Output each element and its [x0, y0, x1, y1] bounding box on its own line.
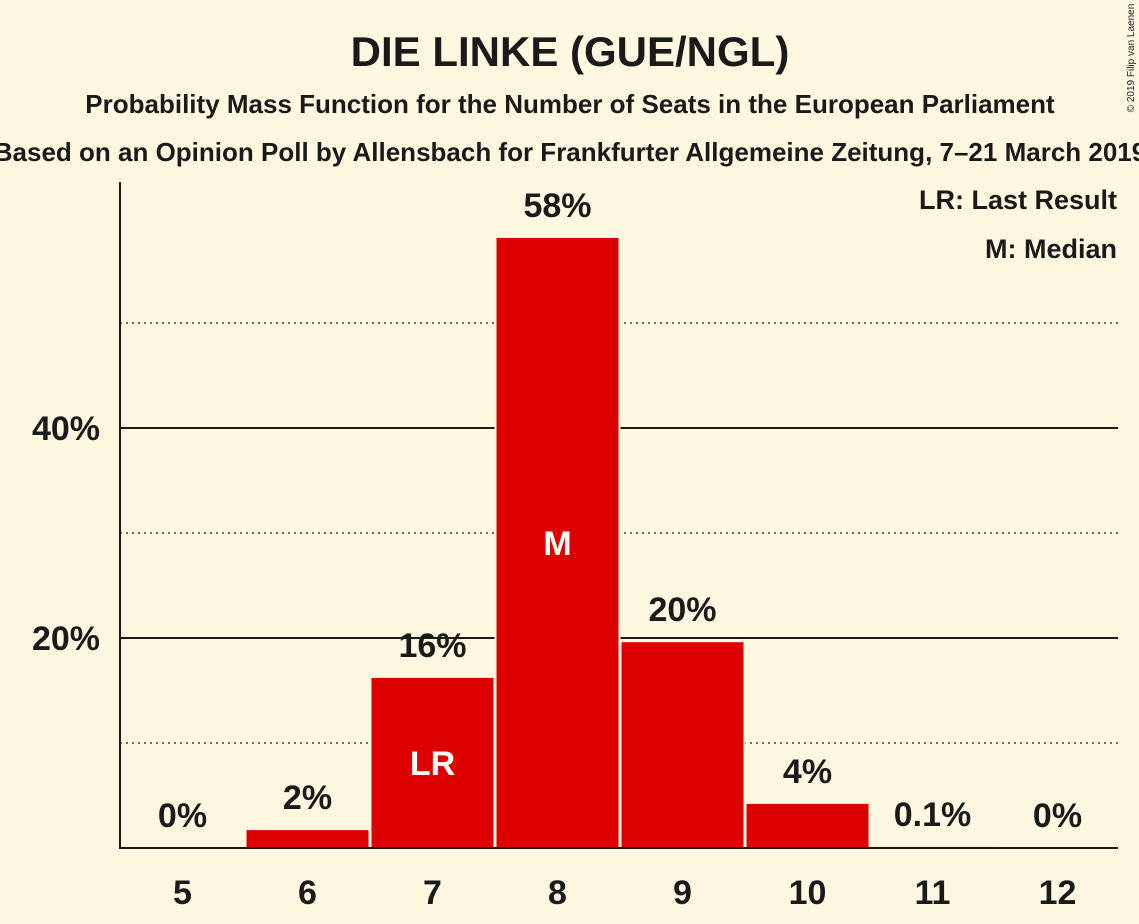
- bar-seats-9: [621, 642, 744, 848]
- value-label: 16%: [398, 627, 466, 665]
- axes: [119, 182, 1118, 849]
- x-tick-label: 8: [548, 874, 567, 912]
- y-tick-label: 20%: [32, 620, 100, 658]
- value-label: 2%: [283, 779, 332, 817]
- x-tick-label: 5: [173, 874, 192, 912]
- legend-median: M: Median: [985, 234, 1117, 264]
- x-tick-label: 10: [789, 874, 827, 912]
- x-tick-label: 12: [1039, 874, 1077, 912]
- x-tick-label: 7: [423, 874, 442, 912]
- bar-seats-6: [246, 830, 369, 848]
- x-tick-label: 9: [673, 874, 692, 912]
- bars: [244, 235, 996, 848]
- value-label: 20%: [648, 591, 716, 629]
- legend-last-result: LR: Last Result: [919, 185, 1117, 215]
- bar-marker-label: LR: [410, 745, 455, 783]
- value-label: 0%: [158, 797, 207, 835]
- chart-source-subtitle: Based on an Opinion Poll by Allensbach f…: [0, 137, 1139, 167]
- labels: 20% 40% 0% 5 2% 6 16% LR 7 58% M 8 20% 9 4% 10 0.1% 11 0% 1…: [32, 187, 1082, 912]
- x-tick-label: 11: [915, 874, 951, 912]
- copyright-notice: © 2019 Filip van Laenen: [1126, 4, 1137, 113]
- chart-subtitle: Probability Mass Function for the Number…: [85, 89, 1055, 119]
- bar-halo: [869, 844, 996, 848]
- bar-seats-7: [371, 677, 494, 848]
- value-label: 0%: [1033, 797, 1082, 835]
- bar-seats-8: [496, 237, 619, 848]
- bar-seats-10: [746, 803, 869, 848]
- x-tick-label: 6: [298, 874, 317, 912]
- value-label: 0.1%: [894, 796, 972, 834]
- y-tick-label: 40%: [32, 410, 100, 448]
- bar-marker-label: M: [543, 525, 571, 563]
- chart-title: DIE LINKE (GUE/NGL): [351, 28, 790, 75]
- value-label: 58%: [523, 187, 591, 225]
- value-label: 4%: [783, 753, 832, 791]
